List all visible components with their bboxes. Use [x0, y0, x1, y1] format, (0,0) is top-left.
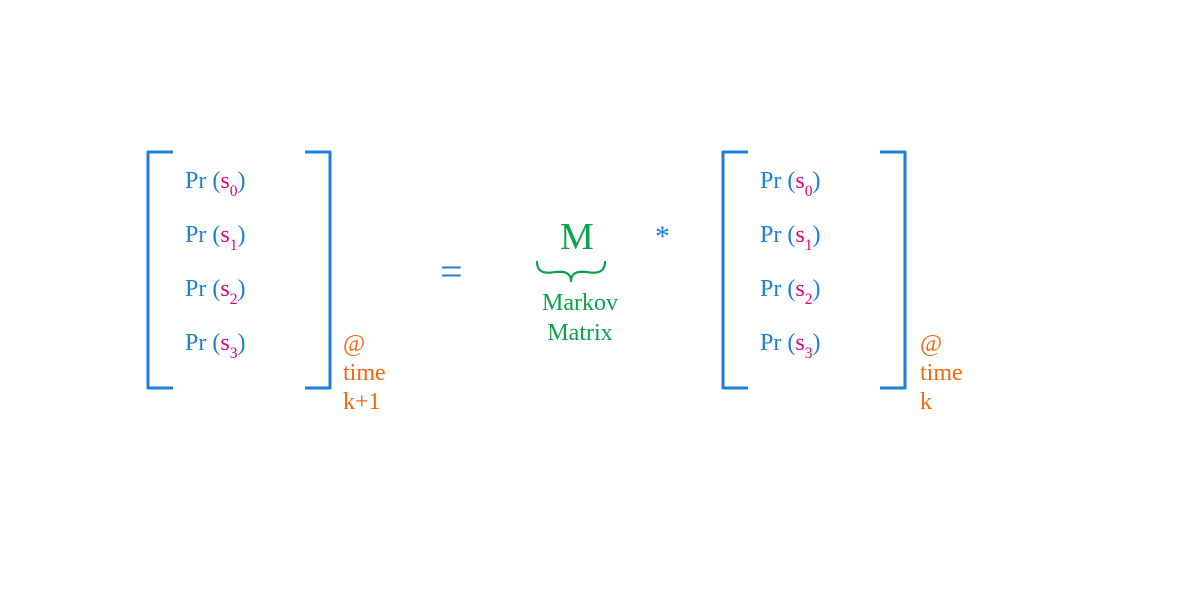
- equals-sign: =: [440, 248, 463, 295]
- state-symbol: s: [795, 168, 804, 194]
- pr-label: Pr: [185, 168, 206, 194]
- close-paren: ): [812, 276, 820, 302]
- right-vector-entry-2: Pr (s2): [760, 276, 820, 307]
- left-vector-entry-0: Pr (s0): [185, 168, 245, 199]
- left-time-annotation-line: @: [343, 330, 386, 359]
- pr-label: Pr: [185, 222, 206, 248]
- state-subscript: 2: [805, 291, 813, 308]
- pr-label: Pr: [760, 168, 781, 194]
- right-time-annotation-line: time: [920, 359, 963, 388]
- close-paren: ): [812, 330, 820, 356]
- right-time-annotation-line: k: [920, 388, 963, 417]
- close-paren: ): [237, 276, 245, 302]
- state-symbol: s: [220, 168, 229, 194]
- pr-label: Pr: [760, 330, 781, 356]
- right-time-annotation: @timek: [920, 330, 963, 416]
- state-symbol: s: [795, 276, 804, 302]
- markov-label-line: Matrix: [525, 318, 635, 348]
- markov-matrix-label: MarkovMatrix: [525, 288, 635, 348]
- pr-label: Pr: [760, 222, 781, 248]
- close-paren: ): [237, 330, 245, 356]
- state-subscript: 0: [805, 183, 813, 200]
- left-time-annotation: @timek+1: [343, 330, 386, 416]
- markov-label-line: Markov: [525, 288, 635, 318]
- state-subscript: 3: [805, 345, 813, 362]
- state-subscript: 1: [230, 237, 238, 254]
- pr-label: Pr: [185, 276, 206, 302]
- left-time-annotation-line: time: [343, 359, 386, 388]
- pr-label: Pr: [185, 330, 206, 356]
- state-symbol: s: [220, 276, 229, 302]
- state-subscript: 2: [230, 291, 238, 308]
- left-vector-entry-3: Pr (s3): [185, 330, 245, 361]
- pr-label: Pr: [760, 276, 781, 302]
- state-subscript: 3: [230, 345, 238, 362]
- left-time-annotation-line: k+1: [343, 388, 386, 417]
- underbrace-icon: [535, 260, 607, 282]
- close-paren: ): [237, 222, 245, 248]
- state-symbol: s: [795, 330, 804, 356]
- left-vector-entry-2: Pr (s2): [185, 276, 245, 307]
- matrix-m-label: M: [560, 215, 594, 259]
- multiply-star: *: [655, 220, 670, 254]
- state-symbol: s: [220, 222, 229, 248]
- right-time-annotation-line: @: [920, 330, 963, 359]
- state-symbol: s: [220, 330, 229, 356]
- right-vector-entry-3: Pr (s3): [760, 330, 820, 361]
- state-subscript: 0: [230, 183, 238, 200]
- left-vector-bracket-left: [145, 150, 173, 390]
- right-vector-entry-1: Pr (s1): [760, 222, 820, 253]
- left-vector-bracket-right: [305, 150, 333, 390]
- state-subscript: 1: [805, 237, 813, 254]
- close-paren: ): [812, 168, 820, 194]
- right-vector-entry-0: Pr (s0): [760, 168, 820, 199]
- right-vector-bracket-left: [720, 150, 748, 390]
- right-vector-bracket-right: [880, 150, 908, 390]
- left-vector-entry-1: Pr (s1): [185, 222, 245, 253]
- state-symbol: s: [795, 222, 804, 248]
- close-paren: ): [237, 168, 245, 194]
- close-paren: ): [812, 222, 820, 248]
